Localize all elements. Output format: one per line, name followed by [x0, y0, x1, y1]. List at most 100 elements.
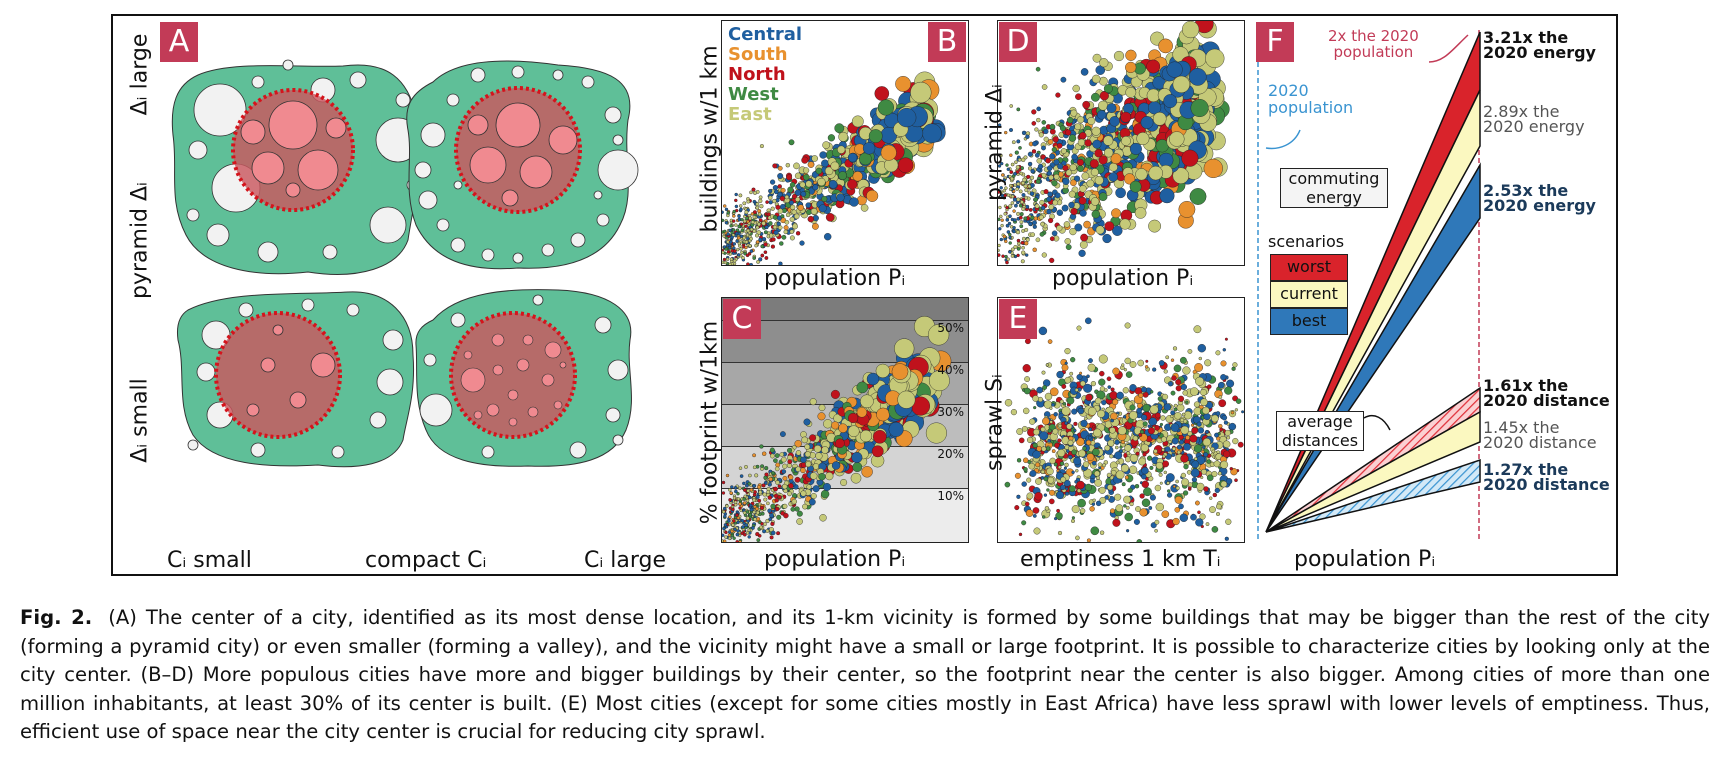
- panel-e-point: [1079, 371, 1083, 375]
- panel-d-point: [1108, 172, 1118, 182]
- panel-c-point: [728, 515, 732, 519]
- panel-e-point: [1098, 378, 1106, 386]
- panel-e-point: [1060, 484, 1066, 491]
- panel-e-point: [1033, 428, 1040, 436]
- panel-d-point: [1008, 250, 1012, 254]
- panel-d-point: [1099, 91, 1109, 101]
- panel-d-point: [1043, 189, 1049, 195]
- panel-b-point: [749, 263, 753, 265]
- panel-b-point: [740, 250, 744, 255]
- panel-b-point: [792, 223, 798, 230]
- panel-d-point: [1094, 175, 1104, 185]
- panel-d-point: [1136, 132, 1150, 146]
- panel-e-point: [1124, 322, 1131, 329]
- panel-e-point: [1049, 498, 1055, 505]
- panel-e-point: [1181, 412, 1186, 417]
- panel-e-point: [1075, 468, 1079, 473]
- panel-b-point: [737, 253, 741, 257]
- panel-d-point: [1013, 203, 1018, 208]
- panel-b-point: [805, 202, 812, 208]
- panel-e-point: [1170, 410, 1176, 416]
- panel-d-point: [1025, 237, 1030, 242]
- panel-b-point: [789, 216, 795, 223]
- panel-d-point: [998, 123, 1002, 127]
- panel-e-point: [1035, 477, 1042, 485]
- panel-e-point: [1054, 442, 1060, 449]
- panel-e-point: [1085, 393, 1093, 402]
- note-2020-population: 2020 population: [1268, 82, 1353, 116]
- panel-e-point: [1067, 439, 1074, 446]
- panel-d-point: [1034, 127, 1039, 132]
- panel-d-point: [1008, 241, 1012, 245]
- panel-e-point: [1182, 390, 1188, 396]
- panel-e-point: [1147, 427, 1155, 435]
- panel-d-point: [1099, 76, 1108, 86]
- panel-b-point: [737, 224, 742, 229]
- panel-d-point: [1009, 153, 1013, 157]
- note-2x-line1: 2x the 2020: [1328, 27, 1419, 45]
- panel-e-point: [1040, 469, 1045, 474]
- band-label-20: 20%: [937, 447, 964, 461]
- panel-d-point: [1049, 257, 1055, 264]
- panel-d-point: [1070, 109, 1078, 117]
- panel-b-point: [758, 237, 763, 242]
- panel-e-point: [1187, 482, 1193, 488]
- panel-c-point: [831, 461, 841, 470]
- panel-e-point: [1016, 494, 1021, 499]
- panel-b-point: [739, 247, 743, 251]
- panel-e-point: [1083, 457, 1087, 461]
- panel-d-scatter: [998, 21, 1230, 265]
- panel-d-point: [1000, 161, 1004, 166]
- panel-c-point: [871, 445, 884, 458]
- panel-c-point: [735, 532, 740, 537]
- panel-c-point: [750, 525, 755, 530]
- panel-c-point: [872, 429, 887, 444]
- panel-e-point: [1164, 446, 1171, 452]
- panel-b-point: [788, 139, 795, 146]
- panel-e-ylabel: sprawl Sᵢ: [982, 374, 1008, 471]
- panel-e-point: [1129, 361, 1137, 368]
- note-2x-population: 2x the 2020 population: [1328, 28, 1419, 60]
- panel-b-point: [732, 259, 737, 263]
- panel-e-point: [1206, 474, 1214, 482]
- panel-d-point: [1074, 223, 1083, 232]
- panel-d-point: [1016, 253, 1020, 258]
- panel-e-point: [1092, 498, 1096, 503]
- panel-e-xlabel: emptiness 1 km Tᵢ: [1020, 547, 1221, 572]
- panel-e-point: [1220, 480, 1228, 488]
- panel-d-point: [1027, 161, 1033, 167]
- compact-label: compact Cᵢ: [365, 548, 487, 573]
- panel-b-point: [803, 174, 810, 181]
- scenario-best: best: [1270, 308, 1348, 335]
- panel-e-point: [1229, 466, 1234, 471]
- panel-e-point: [1140, 443, 1149, 452]
- panel-b-point: [778, 261, 783, 265]
- panel-e-point: [1174, 495, 1183, 504]
- panel-e-point: [1085, 439, 1092, 446]
- panel-d-point: [1079, 240, 1088, 249]
- panel-b-point: [772, 224, 778, 230]
- panel-b-point: [777, 184, 782, 189]
- panel-c-point: [742, 501, 747, 505]
- panel-c-point: [731, 523, 735, 527]
- panel-c-point: [852, 462, 863, 473]
- panel-b-point: [755, 240, 760, 244]
- panel-d-point: [1015, 165, 1020, 170]
- panel-c-point: [875, 363, 890, 379]
- panel-e-point: [1226, 435, 1231, 440]
- panel-c-point: [800, 490, 807, 497]
- panel-d-point: [1033, 216, 1038, 221]
- panel-e-point: [1060, 476, 1067, 483]
- panel-e-point: [1183, 443, 1191, 451]
- panel-e-point: [1124, 357, 1131, 365]
- panel-e-point: [1234, 478, 1238, 482]
- panel-d-point: [1115, 187, 1126, 199]
- panel-b-point: [746, 262, 750, 265]
- panel-e-point: [1166, 489, 1171, 493]
- panel-e-point: [1172, 346, 1178, 351]
- panel-c-point: [788, 483, 794, 489]
- panel-e-point: [1114, 451, 1123, 460]
- panel-b-point: [895, 76, 912, 92]
- panel-e-point: [1158, 472, 1163, 477]
- panel-b-point: [770, 206, 775, 211]
